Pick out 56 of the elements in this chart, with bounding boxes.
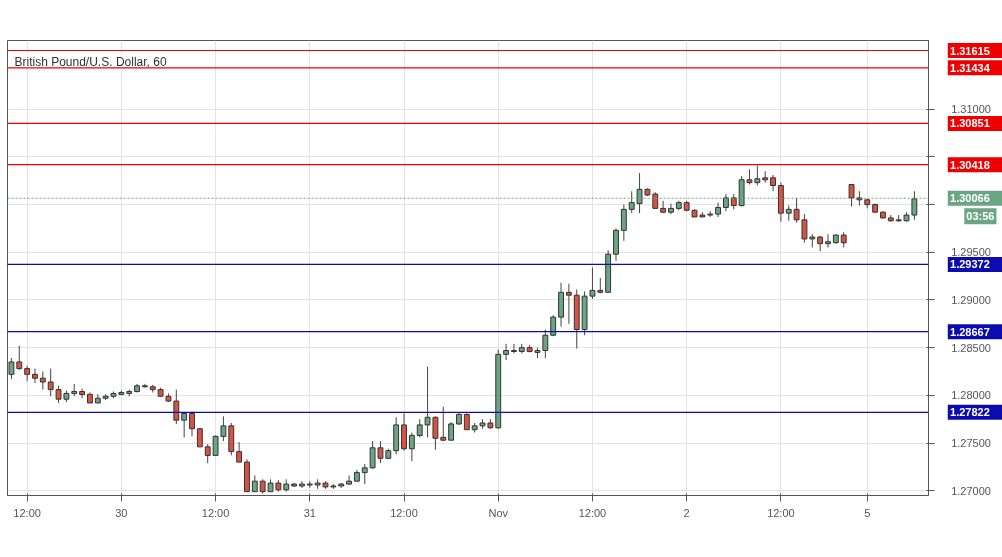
text: 03:56	[966, 210, 995, 223]
ref-line-label: 1.30066	[950, 192, 990, 205]
candlestick	[181, 412, 188, 438]
candlestick	[613, 227, 619, 262]
candlestick	[32, 368, 38, 384]
y-tick-label: 1.29000	[951, 293, 991, 306]
candlestick	[668, 203, 674, 215]
ref-line-label: 1.31434	[950, 61, 991, 74]
candlestick	[236, 441, 243, 463]
x-tick-label: 30	[115, 506, 128, 519]
x-tick-label: 31	[303, 506, 316, 519]
candlestick	[511, 343, 517, 354]
ref-line-label: 1.30418	[950, 158, 990, 171]
x-tick-label: 12:00	[390, 506, 418, 519]
text: British Pound/U.S. Dollar, 60	[14, 54, 167, 69]
candlestick	[79, 388, 86, 399]
candlestick	[503, 343, 510, 361]
y-tick-label: 1.28500	[951, 341, 991, 354]
y-tick-label: 1.27500	[951, 437, 991, 450]
candlestick	[440, 406, 447, 442]
candlestick	[848, 184, 855, 207]
candlestick	[189, 411, 195, 437]
x-tick-label: 5	[864, 506, 871, 519]
candlestick	[620, 204, 627, 242]
candlestick	[448, 421, 455, 441]
y-tick-label: 1.28000	[951, 389, 991, 402]
x-tick-label: 12:00	[578, 506, 607, 519]
candlestick	[39, 371, 46, 391]
x-tick-label: 2	[683, 506, 690, 519]
candlestick	[141, 383, 148, 389]
candlestick	[196, 428, 203, 448]
candlestick	[408, 432, 415, 462]
candlestick	[401, 412, 407, 452]
ref-line-label: 1.27822	[950, 406, 990, 419]
candlestick	[793, 197, 800, 224]
y-tick-label: 1.27000	[951, 484, 991, 497]
candlestick	[825, 233, 831, 248]
x-tick-label: Nov	[488, 506, 509, 519]
y-tick-label: 1.31000	[951, 103, 991, 116]
ref-line-label: 1.29372	[950, 258, 990, 271]
y-tick-label: 1.29500	[951, 246, 991, 259]
ref-line-label: 1.30851	[950, 117, 990, 130]
candlestick	[817, 235, 824, 252]
x-tick-label: 12:00	[767, 506, 795, 519]
candlestick	[173, 389, 180, 425]
candlestick	[565, 283, 572, 325]
ref-line-label: 1.31615	[950, 44, 990, 57]
candlestick	[24, 365, 31, 382]
candlestick	[346, 474, 352, 486]
candlestick	[416, 418, 423, 438]
x-tick-label: 12:00	[13, 506, 41, 519]
x-tick-label: 12:00	[201, 506, 230, 519]
candlestick	[361, 463, 368, 485]
ref-line-label: 1.28667	[950, 325, 990, 338]
candlestick	[660, 200, 667, 214]
candlestick	[47, 368, 54, 397]
